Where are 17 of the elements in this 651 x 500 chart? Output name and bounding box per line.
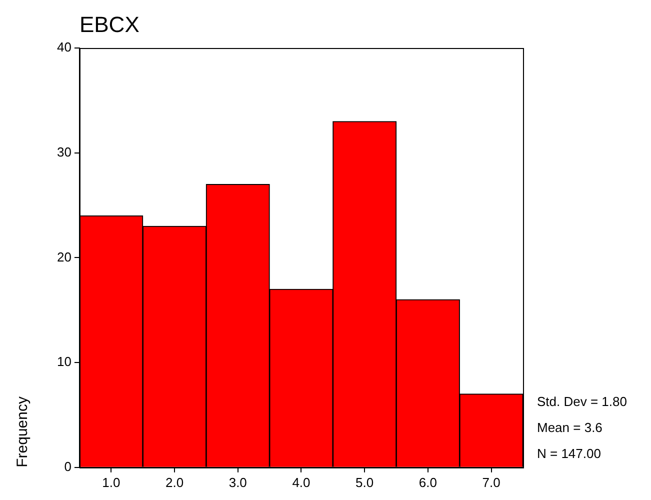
text: Std. Dev = 1.80 <box>537 394 627 409</box>
y-tick-label: 40 <box>56 40 72 55</box>
x-tick-label: 1.0 <box>102 474 120 490</box>
x-tick-label: 6.0 <box>418 474 437 490</box>
chart-title: EBCX <box>79 12 140 37</box>
y-tick-label: 20 <box>56 249 72 264</box>
x-tick-label: 4.0 <box>292 474 310 490</box>
text: N = 147.00 <box>537 446 601 461</box>
text: Mean = 3.6 <box>537 420 602 435</box>
x-tick-label: 2.0 <box>165 474 184 490</box>
y-axis-title: Frequency <box>14 396 32 468</box>
y-tick-label: 30 <box>56 144 72 160</box>
y-tick-label: 0 <box>64 458 72 474</box>
y-tick-label: 10 <box>56 354 72 370</box>
x-tick-label: 5.0 <box>356 474 374 490</box>
x-tick-label: 7.0 <box>482 474 500 490</box>
x-tick-label: 3.0 <box>228 474 247 490</box>
